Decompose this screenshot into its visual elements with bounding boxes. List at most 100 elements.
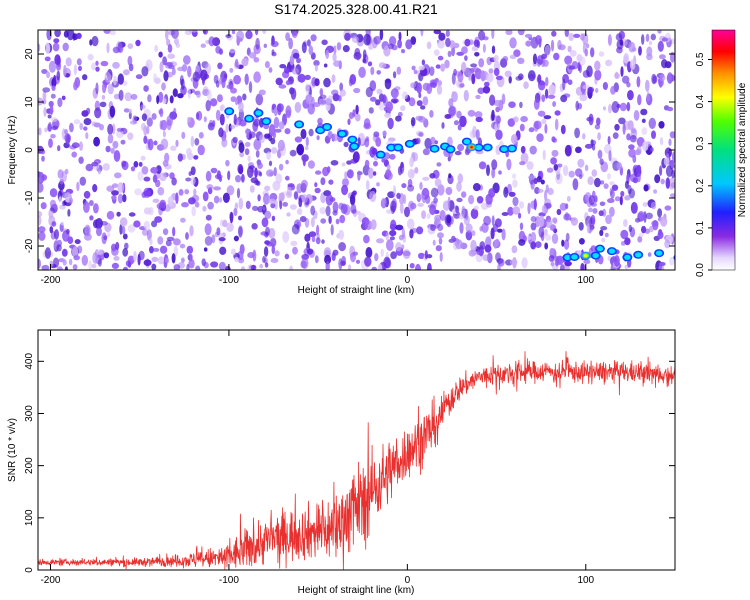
spectrum-speckle [328, 95, 333, 100]
spectrum-speckle [104, 71, 112, 83]
spectrum-speckle [194, 201, 200, 208]
spectrum-speckle [401, 227, 405, 240]
spectrum-speckle [648, 117, 656, 129]
spectrum-speckle [203, 247, 208, 252]
spectrum-speckle [141, 228, 149, 236]
spectrum-speckle [397, 165, 403, 176]
spectrum-speckle [123, 108, 130, 113]
spectrum-speckle [594, 60, 601, 71]
spectrum-speckle [518, 212, 522, 219]
spectrum-speckle [667, 106, 674, 112]
spectrum-speckle [369, 190, 377, 203]
spectrum-speckle [274, 250, 280, 257]
spectrum-speckle [392, 99, 398, 104]
spectrum-speckle [657, 40, 664, 52]
spectrum-speckle [94, 107, 102, 119]
spectrum-speckle [179, 243, 186, 249]
spectrum-speckle [519, 123, 525, 132]
spectrum-speckle [339, 89, 346, 97]
spectrum-speckle [640, 108, 648, 116]
spectrum-speckle [464, 55, 468, 61]
spectrum-speckle [221, 137, 228, 148]
spectrum-speckle [173, 245, 179, 257]
spectrum-speckle [503, 186, 509, 198]
spectrum-speckle [200, 43, 206, 48]
spectrum-speckle [211, 234, 216, 244]
spectrum-speckle [106, 42, 110, 54]
spectrum-speckle [192, 71, 201, 82]
spectrum-speckle [399, 202, 404, 214]
spectrum-speckle [650, 33, 656, 41]
spectrum-carrier-core [349, 136, 356, 143]
spectrum-speckle [333, 45, 337, 55]
spectrum-speckle [215, 109, 221, 121]
spectrum-speckle [483, 215, 491, 226]
spectrum-speckle [282, 201, 289, 207]
spectrum-speckle [53, 203, 58, 210]
spectrum-speckle [637, 94, 642, 106]
spectrum-speckle [323, 77, 331, 88]
spectrum-speckle [547, 94, 556, 99]
spectrum-speckle [120, 139, 126, 145]
spectrum-carrier-core [596, 246, 604, 252]
spectrum-speckle [564, 55, 573, 65]
spectrum-speckle [239, 244, 245, 255]
spectrum-speckle [508, 75, 512, 84]
spectrum-speckle [415, 263, 421, 270]
spectrum-speckle [569, 50, 577, 57]
spectrum-carrier-core [350, 143, 358, 149]
snr-y-ticks: 0 100 200 300 400 [24, 353, 675, 573]
spectrum-speckle [624, 180, 629, 189]
spectrum-speckle [219, 113, 225, 126]
spectrum-speckle [646, 46, 653, 57]
spectrum-speckle [72, 246, 79, 257]
spectrum-speckle [234, 256, 239, 263]
spectrum-speckle [338, 258, 343, 270]
spectrum-speckle [509, 37, 517, 49]
spectrum-speckle [482, 254, 490, 261]
spectrum-speckle [327, 130, 333, 138]
spectrum-speckle [445, 37, 451, 48]
spectrum-speckle [472, 125, 477, 138]
spectrum-speckle [123, 69, 130, 76]
spectrum-speckle [459, 115, 467, 128]
spectrum-speckle [103, 235, 108, 241]
spectrum-speckle [321, 239, 325, 244]
spectrum-speckle [537, 110, 546, 117]
spectrum-speckle [56, 70, 61, 81]
spectrum-speckle [623, 52, 630, 64]
spectrum-speckle [76, 58, 82, 66]
spectrum-speckle [92, 184, 98, 193]
spectrum-speckle [78, 156, 84, 164]
spectrum-speckle [586, 116, 594, 122]
spectrum-carrier-core [655, 250, 663, 256]
spectrum-speckle [49, 226, 54, 234]
spectrum-speckle [498, 170, 502, 175]
spectrum-speckle [367, 61, 373, 67]
spectrum-speckle [178, 189, 184, 196]
spectrum-speckle [191, 206, 196, 217]
spectrum-speckle [562, 165, 569, 177]
spectrum-speckle [352, 151, 360, 163]
spectrum-speckle [572, 178, 579, 191]
spectrum-speckle [381, 197, 387, 205]
spectrum-speckle [437, 40, 445, 49]
spectrum-speckle [376, 70, 382, 75]
spectrum-speckle [127, 224, 136, 233]
spectrum-speckle [368, 107, 374, 114]
spectrum-speckle [660, 216, 668, 227]
spectrum-speckle [91, 35, 99, 47]
spectrum-speckle [552, 217, 558, 224]
spectrum-speckle [277, 139, 285, 152]
spectrum-speckle [607, 135, 611, 145]
spectrum-speckle [659, 261, 666, 267]
spectrum-speckle [561, 239, 565, 247]
spectrum-speckle [226, 222, 234, 233]
spectrum-speckle [491, 215, 495, 226]
spectrum-speckle [66, 30, 75, 41]
spectrum-speckle [275, 77, 283, 86]
spectrum-speckle [381, 158, 386, 163]
spectrum-speckle [385, 169, 392, 178]
spectrum-speckle [591, 143, 596, 151]
spectrum-speckle [540, 231, 545, 242]
